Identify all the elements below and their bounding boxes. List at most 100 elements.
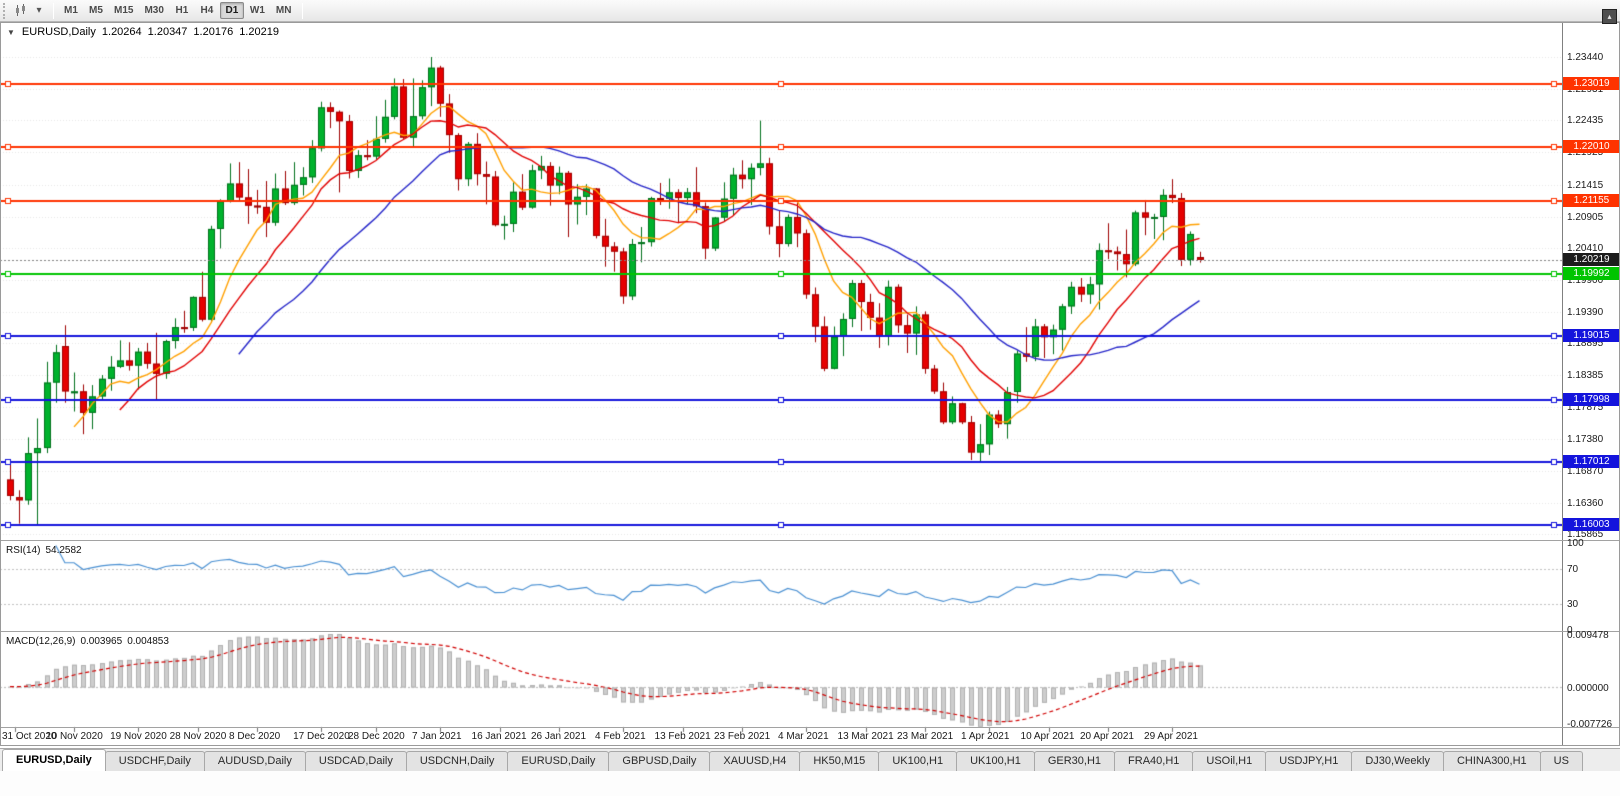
tab-audusd-daily[interactable]: AUDUSD,Daily [203,751,306,771]
rsi-name: RSI(14) [6,545,41,556]
collapse-arrow-icon[interactable]: ▼ [7,27,15,37]
tab-usdjpy-h1[interactable]: USDJPY,H1 [1265,751,1353,771]
chart-canvas[interactable] [0,40,1562,746]
macd-signal-value: 0.004853 [127,636,169,647]
time-axis-label: 19 Nov 2020 [110,731,167,742]
rsi-axis-label: 100 [1567,538,1584,549]
tab-usdcnh-daily[interactable]: USDCNH,Daily [405,751,509,771]
hline-price-badge[interactable]: 1.19992 [1563,267,1620,281]
hline-price-badge[interactable]: 1.17012 [1563,454,1620,468]
rsi-value: 54.2582 [45,545,82,556]
time-axis-label: 17 Dec 2020 [293,731,350,742]
tab-hk50-m15[interactable]: HK50,M15 [799,751,880,771]
timeframe-button-d1[interactable]: D1 [219,2,244,19]
tab-eurusd-daily[interactable]: EURUSD,Daily [507,751,610,771]
hline-price-badge[interactable]: 1.23019 [1563,76,1620,90]
tab-xauusd-h4[interactable]: XAUUSD,H4 [709,751,801,771]
tab-uk100-h1[interactable]: UK100,H1 [956,751,1035,771]
price-axis-tick: 1.20905 [1567,211,1604,223]
current-price-badge: 1.20219 [1563,252,1620,266]
time-axis-label: 10 Nov 2020 [46,731,103,742]
time-axis-label: 23 Feb 2021 [714,731,771,742]
price-axis-tick: 1.21415 [1567,179,1604,191]
time-axis-label: 13 Feb 2021 [654,731,711,742]
timeframe-button-m5[interactable]: M5 [89,5,103,16]
tab-ger30-h1[interactable]: GER30,H1 [1033,751,1116,771]
price-axis-tick: 1.22931 [1567,84,1604,96]
tab-gbpusd-daily[interactable]: GBPUSD,Daily [608,751,711,771]
time-axis-label: 7 Jan 2021 [412,731,462,742]
price-axis-tick: 1.20410 [1567,242,1604,254]
ohlc-open-value: 1.20264 [101,26,142,38]
timeframe-button-mn[interactable]: MN [275,5,292,16]
candlestick-glyph [15,4,25,16]
window-control-button[interactable]: ▴ [1602,9,1617,24]
toolbar: ▾ M1 M5 M15 M30 H1 H4 D1 W1 MN [0,0,1620,22]
pane-separator-main-rsi[interactable] [0,540,1620,541]
time-axis-label: 28 Dec 2020 [348,731,405,742]
time-axis-label: 23 Mar 2021 [897,731,954,742]
time-axis-label: 31 Oct 2020 [2,731,57,742]
toolbar-drag-handle[interactable] [3,2,8,19]
rsi-axis-label: 0 [1567,625,1573,636]
timeframe-button-m15[interactable]: M15 [114,5,134,16]
price-axis-line [1562,23,1563,745]
hline-price-badge[interactable]: 1.22010 [1563,140,1620,154]
time-axis-label: 4 Feb 2021 [595,731,646,742]
tab-us[interactable]: US [1539,751,1583,771]
timeframe-button-m1[interactable]: M1 [64,5,78,16]
price-axis-tick: 1.16870 [1567,465,1604,477]
tab-usdcad-daily[interactable]: USDCAD,Daily [304,751,407,771]
time-axis-label: 1 Apr 2021 [961,731,1010,742]
time-axis-label: 20 Apr 2021 [1080,731,1134,742]
chart-window-icon[interactable] [12,2,30,20]
pane-separator-rsi-macd[interactable] [0,631,1620,632]
tab-eurusd-daily[interactable]: EURUSD,Daily [2,749,106,771]
price-axis-tick: 1.17380 [1567,433,1604,445]
time-axis-label: 4 Mar 2021 [778,731,829,742]
hline-price-badge[interactable]: 1.17998 [1563,392,1620,406]
rsi-axis-label: 70 [1567,564,1579,576]
hline-price-badge[interactable]: 1.21155 [1563,193,1620,207]
tab-dj30-weekly[interactable]: DJ30,Weekly [1351,751,1444,771]
pane-separator-time-axis [0,727,1620,728]
timeframe-button-h1[interactable]: H1 [175,5,189,16]
chart-title-symbol: EURUSD,Daily [21,26,96,38]
toolbar-separator [302,2,304,19]
tab-fra40-h1[interactable]: FRA40,H1 [1114,751,1194,771]
time-axis-label: 8 Dec 2020 [229,731,281,742]
macd-axis-max-label: 0.009478 [1567,630,1609,641]
time-axis-label: 26 Jan 2021 [531,731,587,742]
macd-axis-min-label: -0.007726 [1567,719,1613,730]
timeframe-button-m30[interactable]: M30 [144,5,164,16]
price-axis-tick: 1.18385 [1567,370,1604,382]
time-axis-label: 16 Jan 2021 [471,731,527,742]
hline-price-badge[interactable]: 1.16003 [1563,518,1620,532]
rsi-indicator-label: RSI(14) 54.2582 [6,545,82,556]
macd-main-value: 0.003965 [80,636,123,647]
chart-tab-bar: EURUSD,Daily USDCHF,Daily AUDUSD,Daily USDC… [0,748,1620,771]
macd-name: MACD(12,26,9) [6,636,76,647]
hline-price-badge[interactable]: 1.19015 [1563,328,1620,342]
price-axis-tick: 1.16360 [1567,497,1604,509]
rsi-axis-label: 30 [1567,598,1579,610]
price-axis-tick: 1.19900 [1567,274,1604,286]
macd-indicator-label: MACD(12,26,9) 0.003965 0.004853 [6,636,169,647]
tab-usoil-h1[interactable]: USOil,H1 [1192,751,1267,771]
timeframe-button-group: M1 M5 M15 M30 H1 H4 D1 W1 MN [59,2,297,19]
ohlc-low-value: 1.20176 [193,26,234,38]
ohlc-high-value: 1.20347 [147,26,188,38]
dropdown-caret-icon[interactable]: ▾ [36,5,42,16]
status-strip [0,771,1620,796]
price-axis-tick: 1.18895 [1567,338,1604,350]
tab-usdchf-daily[interactable]: USDCHF,Daily [104,751,205,771]
tab-china300-h1[interactable]: CHINA300,H1 [1442,751,1541,771]
timeframe-button-w1[interactable]: W1 [249,5,265,16]
time-axis-label: 10 Apr 2021 [1020,731,1075,742]
tab-uk100-h1[interactable]: UK100,H1 [878,751,958,771]
time-axis-label: 28 Nov 2020 [169,731,227,742]
timeframe-button-h4[interactable]: H4 [200,5,214,16]
macd-axis-zero-label: 0.000000 [1567,682,1609,694]
toolbar-separator [53,2,54,19]
price-axis-tick: 1.22435 [1567,115,1604,127]
